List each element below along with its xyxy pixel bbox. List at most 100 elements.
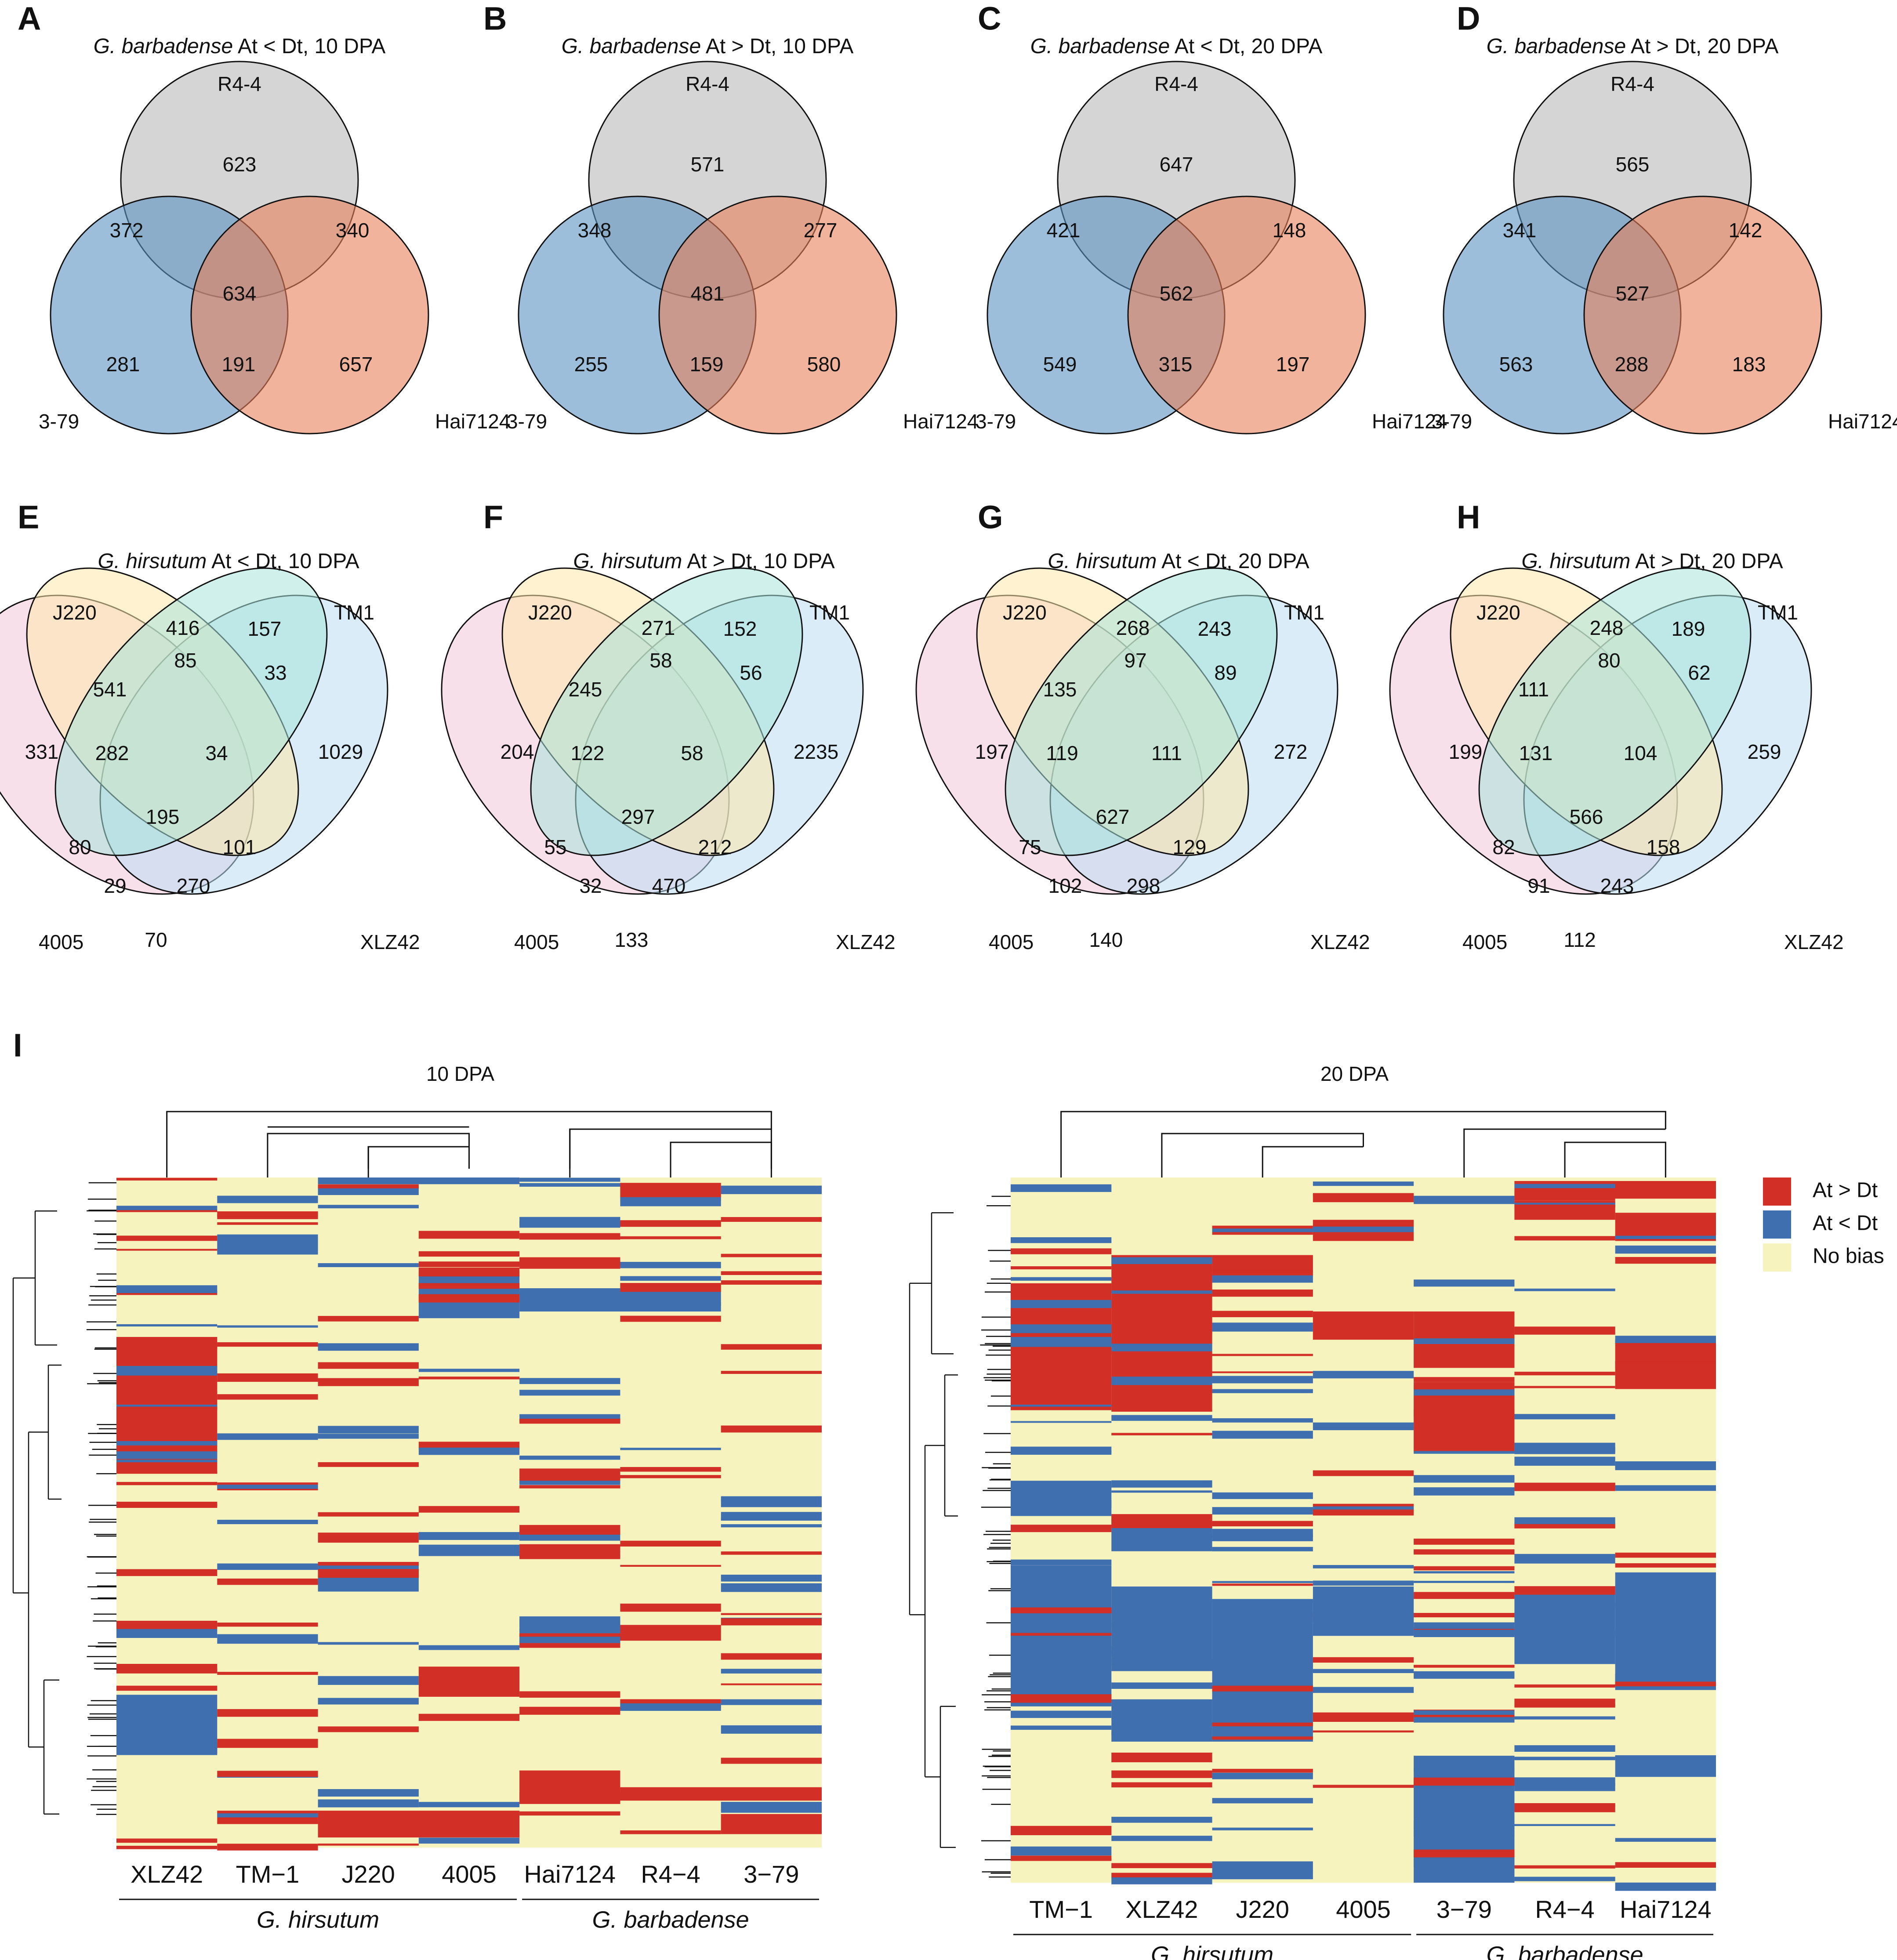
heatmap-stripe bbox=[1011, 1694, 1112, 1703]
heatmap-stripe bbox=[116, 1845, 218, 1849]
heatmap-stripe bbox=[620, 1565, 721, 1567]
heatmap-stripe bbox=[116, 1206, 218, 1210]
heatmap-stripe bbox=[1313, 1470, 1414, 1476]
region-count: 56 bbox=[740, 661, 762, 684]
column-label: J220 bbox=[1236, 1895, 1289, 1923]
region-count: 627 bbox=[1096, 805, 1130, 828]
heatmap-stripe bbox=[1414, 1622, 1515, 1629]
region-count: 85 bbox=[174, 649, 196, 672]
heatmap-stripe bbox=[116, 1629, 218, 1638]
heatmap-stripe bbox=[1514, 1517, 1615, 1524]
region-left-only: 549 bbox=[1043, 353, 1077, 376]
heatmap-stripe bbox=[1414, 1768, 1515, 1772]
heatmap-stripe bbox=[116, 1471, 218, 1474]
set-label: XLZ42 bbox=[1310, 931, 1370, 953]
heatmap-stripe bbox=[1011, 1826, 1112, 1835]
heatmap-stripe bbox=[418, 1231, 520, 1239]
dendrogram-branch bbox=[1060, 1111, 1666, 1177]
heatmap-stripe bbox=[1011, 1404, 1112, 1407]
region-count: 282 bbox=[95, 742, 129, 764]
heatmap-stripe bbox=[1111, 1622, 1212, 1628]
heatmap-stripe bbox=[1514, 1456, 1615, 1466]
heatmap-cell-block bbox=[1615, 1572, 1716, 1685]
region-count: 131 bbox=[1519, 742, 1553, 764]
heatmap-cell-block bbox=[318, 1565, 419, 1592]
heatmap-stripe bbox=[1514, 1236, 1615, 1241]
venn3-panel-B: G. barbadense At > Dt, 10 DPA R4-4 3-79 Hai… bbox=[507, 35, 978, 435]
region-count: 197 bbox=[975, 740, 1009, 763]
region-top-only: 571 bbox=[691, 153, 725, 176]
heatmap-stripe bbox=[1414, 1339, 1515, 1344]
column-label: 4005 bbox=[442, 1860, 497, 1888]
heatmap-stripe bbox=[1414, 1613, 1515, 1618]
heatmap-stripe bbox=[116, 1460, 218, 1463]
set-label: 4005 bbox=[514, 931, 559, 953]
heatmap-stripe bbox=[217, 1325, 318, 1328]
heatmap-stripe bbox=[1313, 1657, 1414, 1663]
region-count: 34 bbox=[205, 742, 228, 764]
region-all: 634 bbox=[223, 282, 257, 305]
heatmap-stripe bbox=[1514, 1326, 1615, 1335]
heatmap-stripe bbox=[721, 1425, 822, 1433]
heatmap-stripe bbox=[1414, 1566, 1515, 1571]
region-count: 140 bbox=[1089, 928, 1123, 951]
region-count: 55 bbox=[544, 836, 566, 859]
column-label: TM−1 bbox=[1029, 1895, 1093, 1923]
region-count: 416 bbox=[166, 616, 200, 639]
heatmap-stripe bbox=[418, 1837, 520, 1844]
heatmap-stripe bbox=[1414, 1665, 1515, 1668]
heatmap-stripe bbox=[1111, 1873, 1212, 1878]
heatmap-stripe bbox=[116, 1324, 218, 1327]
region-count: 32 bbox=[579, 874, 602, 897]
venn4-panel-H: G. hirsutum At > Dt, 20 DPA J220 TM1 4005 XL… bbox=[1389, 550, 1844, 953]
heatmap-stripe bbox=[1615, 1603, 1716, 1608]
region-left-right: 288 bbox=[1615, 353, 1649, 376]
region-count: 152 bbox=[723, 617, 757, 640]
venn3-panel-A: G. barbadense At < Dt, 10 DPA R4-4 3-79 Hai… bbox=[39, 35, 510, 435]
heatmap-stripe bbox=[721, 1574, 822, 1582]
region-count: 541 bbox=[93, 678, 127, 701]
heatmap-stripe bbox=[721, 1683, 822, 1685]
heatmap-stripe bbox=[116, 1569, 218, 1576]
dendrogram-branch bbox=[13, 1211, 36, 1345]
heatmap-stripe bbox=[1615, 1631, 1716, 1637]
heatmap-stripe bbox=[1212, 1354, 1313, 1356]
heatmap-stripe bbox=[1514, 1716, 1615, 1720]
heatmap-stripe bbox=[1212, 1376, 1313, 1384]
venn-title-species: G. hirsutum bbox=[1521, 550, 1630, 573]
heatmap-stripe bbox=[519, 1183, 620, 1187]
set-ellipse-tm1 bbox=[1478, 567, 1752, 856]
heatmap-stripe bbox=[318, 1343, 419, 1351]
heatmap-stripe bbox=[1212, 1547, 1313, 1551]
heatmap-stripe bbox=[721, 1344, 822, 1350]
heatmap-stripe bbox=[1011, 1633, 1112, 1636]
region-count: 62 bbox=[1688, 661, 1710, 684]
region-left-right: 315 bbox=[1159, 353, 1193, 376]
region-count: 58 bbox=[649, 649, 672, 672]
region-count: 82 bbox=[1492, 836, 1515, 859]
venn-title: G. hirsutum At > Dt, 10 DPA bbox=[573, 550, 834, 573]
venn4-panel-G: G. hirsutum At < Dt, 20 DPA J220 TM1 4005 XL… bbox=[915, 550, 1370, 953]
heatmap-stripe bbox=[1615, 1674, 1716, 1681]
column-label: XLZ42 bbox=[1125, 1895, 1198, 1923]
venn-title-condition: At < Dt, 20 DPA bbox=[1170, 35, 1322, 58]
region-count: 243 bbox=[1600, 874, 1634, 897]
heatmap-cell-block bbox=[1212, 1255, 1313, 1276]
set-label: J220 bbox=[528, 601, 572, 624]
heatmap-stripe bbox=[721, 1809, 822, 1813]
heatmap-stripe bbox=[519, 1706, 620, 1715]
region-count: 111 bbox=[1151, 742, 1182, 764]
heatmap-stripe bbox=[519, 1419, 620, 1424]
heatmap-stripe bbox=[116, 1210, 218, 1212]
set-ellipse-tm1 bbox=[1005, 567, 1278, 856]
heatmap-stripe bbox=[721, 1669, 822, 1674]
heatmap-stripe bbox=[318, 1434, 419, 1439]
heatmap-stripe bbox=[1615, 1257, 1716, 1264]
set-label: J220 bbox=[1476, 601, 1520, 624]
heatmap-stripe bbox=[1615, 1380, 1716, 1384]
heatmap-stripe bbox=[1111, 1433, 1212, 1435]
row-dendrogram bbox=[12, 1182, 116, 1815]
panel-letter-A: A bbox=[18, 0, 41, 37]
heatmap-stripe bbox=[1615, 1464, 1716, 1471]
